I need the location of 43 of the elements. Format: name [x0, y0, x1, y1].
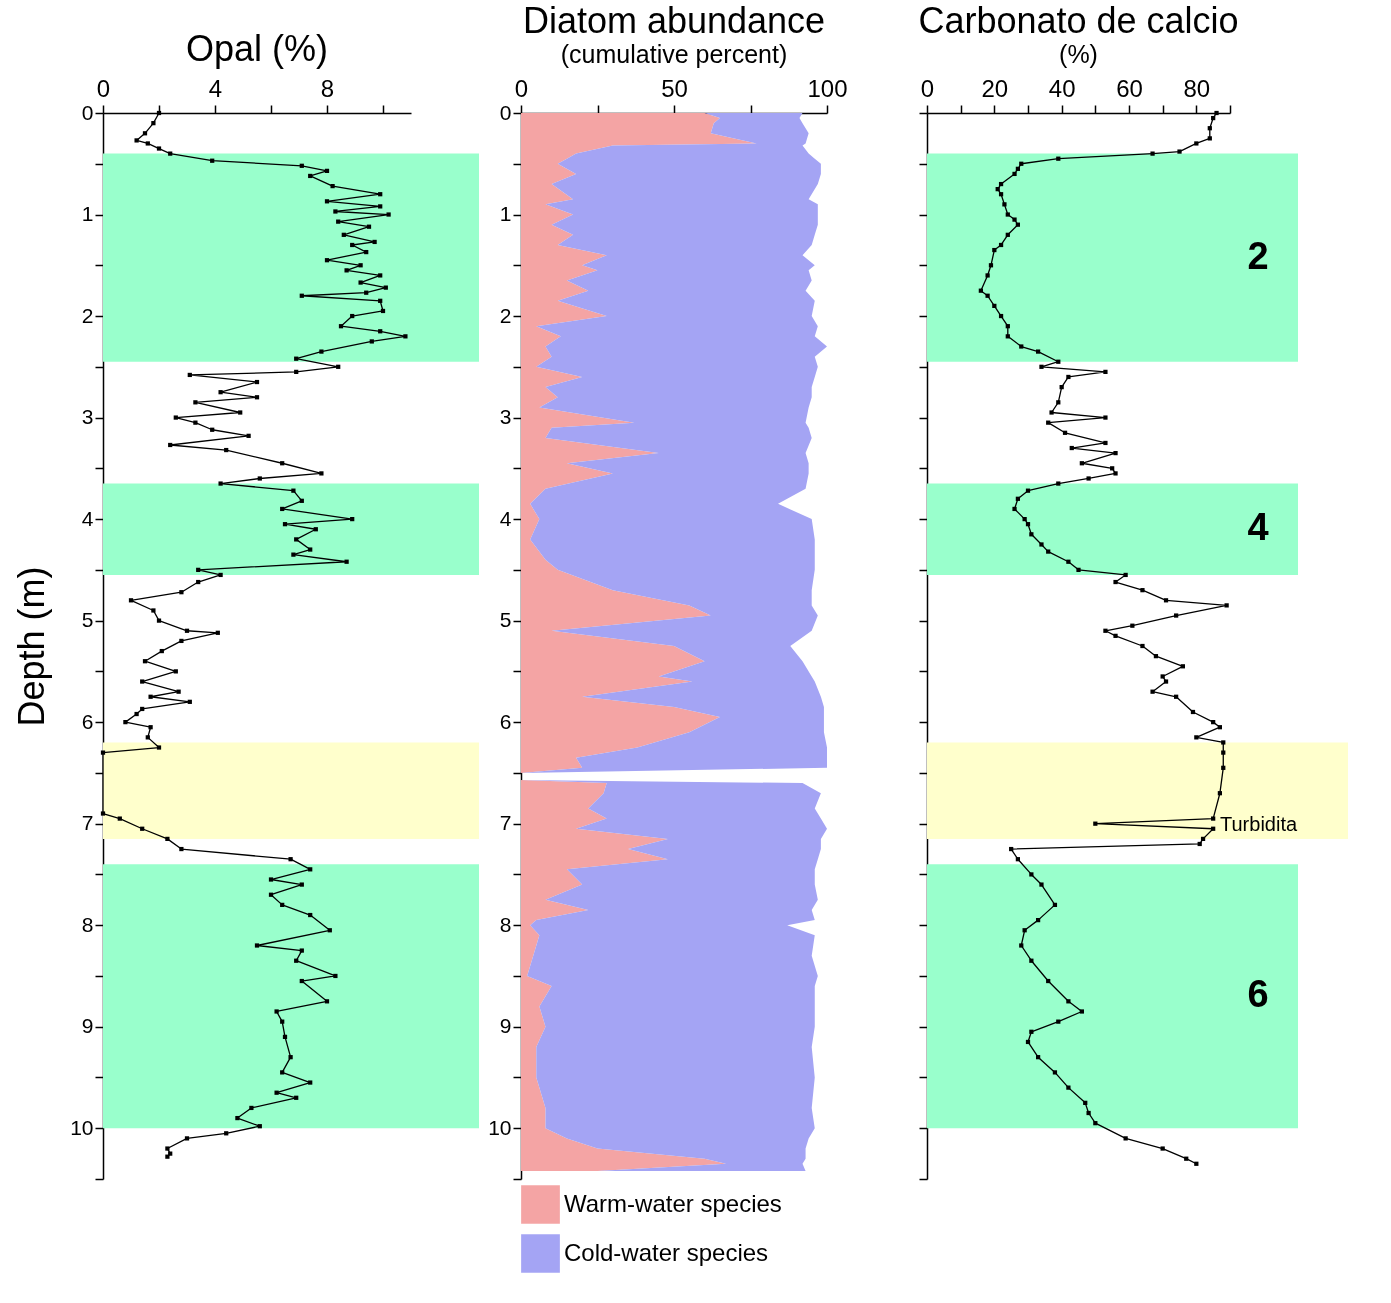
band-label: 6 — [1247, 973, 1269, 1016]
x-tick-label: 40 — [1048, 74, 1076, 102]
y-tick-label: 5 — [81, 608, 94, 632]
chart-title: Diatom abundance — [522, 0, 826, 41]
y-axis-title: Depth (m) — [11, 566, 53, 727]
y-tick-label: 6 — [81, 709, 94, 733]
legend-label: Cold-water species — [564, 1238, 769, 1266]
x-tick-label: 100 — [807, 74, 848, 102]
x-tick-label: 60 — [1116, 74, 1143, 102]
y-tick-label: 10 — [488, 1115, 512, 1139]
band-label: 2 — [1247, 234, 1269, 277]
y-tick-label: 10 — [70, 1115, 94, 1139]
x-tick-label: 8 — [320, 74, 335, 102]
x-tick-label: 50 — [661, 74, 688, 102]
y-tick-label: 9 — [81, 1014, 94, 1038]
x-tick-label: 80 — [1183, 74, 1211, 102]
x-tick-label: 4 — [208, 74, 223, 102]
y-tick-label: 3 — [499, 405, 512, 429]
x-tick-label: 20 — [981, 74, 1009, 102]
y-tick-label: 4 — [499, 506, 512, 530]
y-tick-label: 7 — [81, 811, 94, 835]
y-tick-label: 8 — [81, 912, 94, 936]
y-tick-label: 2 — [499, 303, 512, 327]
y-tick-label: 6 — [499, 709, 512, 733]
legend-label: Warm-water species — [564, 1189, 782, 1217]
y-tick-label: 4 — [81, 506, 94, 530]
x-tick-label: 0 — [920, 74, 935, 102]
chart-title: Opal (%) — [185, 28, 329, 69]
y-tick-label: 0 — [81, 100, 94, 124]
y-tick-label: 5 — [499, 608, 512, 632]
band-label: 4 — [1247, 506, 1269, 549]
y-tick-label: 8 — [499, 912, 512, 936]
y-tick-label: 9 — [499, 1014, 512, 1038]
y-tick-label: 3 — [81, 405, 94, 429]
chart-subtitle: (%) — [1059, 40, 1098, 68]
y-tick-label: 7 — [499, 811, 512, 835]
y-tick-label: 1 — [81, 202, 94, 226]
y-tick-label: 0 — [499, 100, 512, 124]
y-tick-label: 1 — [499, 202, 512, 226]
chart-title: Carbonato de calcio — [918, 0, 1239, 41]
y-tick-label: 2 — [81, 303, 94, 327]
band-label: Turbidita — [1220, 812, 1298, 835]
chart-subtitle: (cumulative percent) — [560, 40, 788, 68]
